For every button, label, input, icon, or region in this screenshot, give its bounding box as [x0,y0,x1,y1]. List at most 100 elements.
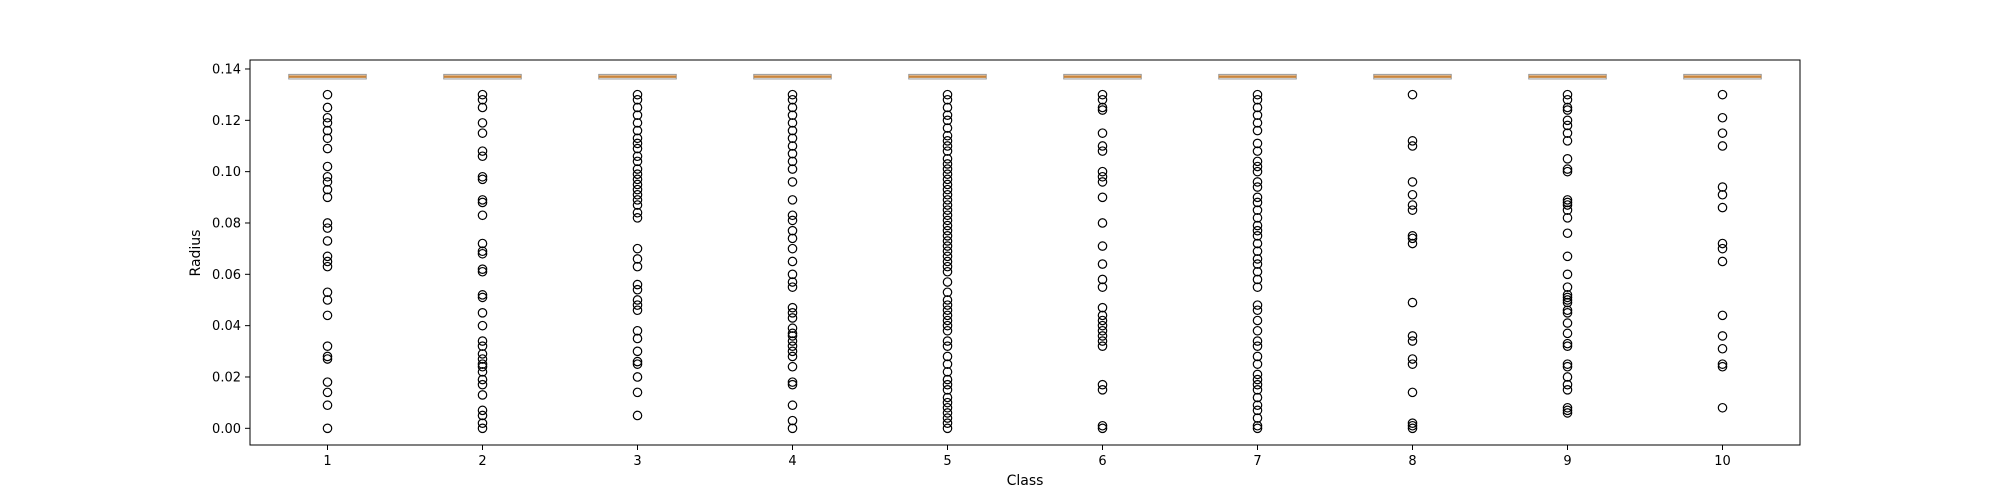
outlier-point [632,333,643,344]
outlier-point [322,89,333,100]
x-axis: 1 2 3 4 5 6 7 8 9 10 [323,445,1731,469]
outlier-point [632,300,643,310]
outlier-point [1407,189,1418,200]
y-axis: 0.00 0.02 0.04 0.06 0.08 0.10 0.12 0.14 [212,62,250,437]
outlier-point [1097,241,1108,251]
outlier-point [1252,325,1263,336]
outlier-point [1097,379,1108,390]
outlier-point [1717,361,1728,372]
outlier-point [942,320,953,331]
outlier-point [477,118,488,128]
outlier-point [1252,197,1263,208]
outlier-point [942,423,953,434]
outlier-point [632,189,643,200]
outlier-point [1097,259,1108,269]
x-tick-label: 10 [1714,454,1731,469]
outlier-point [942,169,953,180]
outlier-point [942,205,953,215]
outlier-point [1562,295,1573,305]
outlier-point [942,261,953,272]
outlier-point [1407,359,1418,369]
outlier-point [1097,336,1108,346]
outlier-point [477,195,488,205]
outlier-point [1252,413,1263,423]
outlier-point [1252,125,1263,136]
outlier-point [942,310,953,321]
outlier-point [1407,297,1418,308]
outlier-point [1252,231,1263,241]
outlier-point [477,359,488,369]
outlier-point [477,151,488,162]
outlier-point [787,141,798,151]
outlier-point [632,174,643,185]
outlier-point [632,138,643,149]
outlier-point [1097,102,1108,113]
outlier-point [1252,305,1263,316]
outlier-point [1407,141,1418,151]
outlier-point [1252,110,1263,120]
outlier-point [1562,338,1573,349]
outlier-point [787,177,798,187]
outlier-point [322,256,333,267]
outlier-point [942,351,953,362]
outlier-point [477,308,488,318]
outlier-point [1562,372,1573,382]
outlier-point [942,159,953,169]
outlier-point [1252,420,1263,431]
outlier-point [632,89,643,100]
outlier-point [1097,94,1108,105]
outlier-point [1252,400,1263,411]
outlier-point [477,248,488,259]
outlier-point [1562,269,1573,280]
outlier-point [942,236,953,246]
outlier-point [942,392,953,403]
outlier-point [1407,336,1418,346]
outlier-point [477,210,488,221]
outlier-point [477,379,488,390]
y-tick-label: 0.12 [212,114,241,129]
outlier-point [1717,256,1728,267]
outlier-point [1097,171,1108,182]
outlier-point [1717,243,1728,254]
outlier-point [632,261,643,272]
outlier-point [1097,166,1108,177]
outlier-point [1562,341,1573,351]
outlier-point [942,336,953,346]
outlier-point [942,246,953,257]
outlier-point [477,102,488,113]
outlier-point [322,184,333,195]
outlier-point [322,236,333,246]
outlier-point [1562,385,1573,395]
outlier-point [1252,392,1263,403]
outlier-point [322,387,333,398]
outlier-point [942,215,953,226]
outlier-point [1562,251,1573,262]
outlier-point [787,277,798,287]
outlier-point [1097,310,1108,321]
outlier-point [1252,225,1263,236]
outlier-point [1252,205,1263,215]
outlier-point [1252,213,1263,223]
x-tick-label: 9 [1563,454,1571,469]
outlier-point [632,372,643,382]
outlier-point [1097,282,1108,292]
y-tick-label: 0.04 [212,319,241,334]
outlier-point [942,210,953,221]
outlier-point [942,251,953,262]
outlier-point [942,110,953,120]
outlier-point [787,94,798,105]
outlier-point [942,359,953,369]
outlier-point [477,246,488,257]
outlier-point [1562,89,1573,100]
outlier-point [1562,359,1573,369]
outlier-point [1717,189,1728,200]
outlier-point [477,341,488,351]
outlier-point [1252,138,1263,149]
x-tick-label: 7 [1253,454,1261,469]
outlier-point [322,341,333,351]
outlier-point [1562,164,1573,174]
outlier-point [322,118,333,128]
outlier-point [477,146,488,156]
outlier-point [787,118,798,128]
